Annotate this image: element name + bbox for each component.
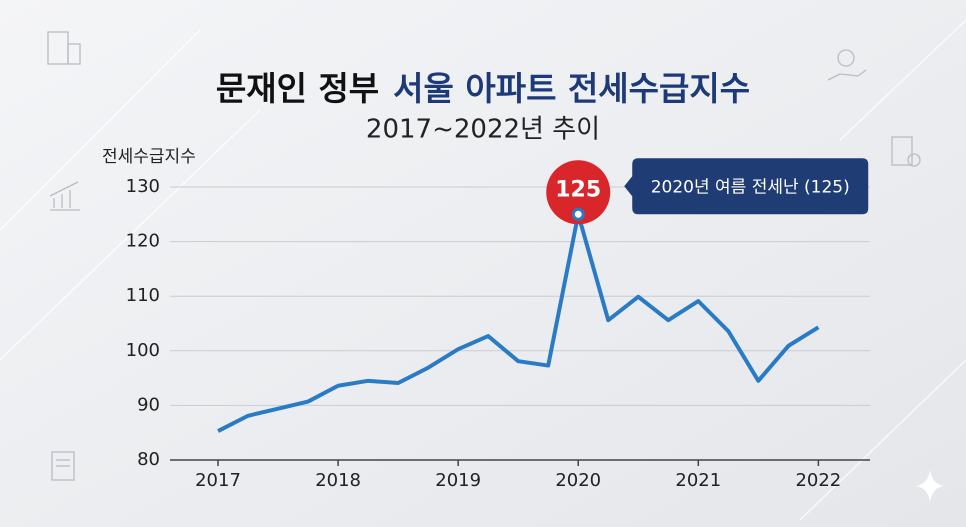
decor-lines xyxy=(0,19,966,521)
title-main: 서울 아파트 전세수급지수 xyxy=(393,69,750,108)
x-tick-label: 2021 xyxy=(675,470,721,491)
peak-point xyxy=(571,207,585,221)
y-tick-label: 120 xyxy=(126,231,160,252)
peak-label: 125 xyxy=(555,177,601,202)
y-tick-label: 90 xyxy=(137,394,160,415)
x-tick-label: 2022 xyxy=(795,470,841,491)
title-lead: 문재인 정부 xyxy=(216,69,379,108)
x-tick-label: 2019 xyxy=(435,470,481,491)
chart-title: 문재인 정부 서울 아파트 전세수급지수 xyxy=(216,69,750,108)
decor-icons xyxy=(47,31,921,481)
x-tick-label: 2020 xyxy=(555,470,601,491)
x-tick-label: 2017 xyxy=(195,470,241,491)
peak-bubble xyxy=(546,160,611,225)
decor-star xyxy=(916,470,944,502)
data-line xyxy=(217,212,820,433)
annotation-box xyxy=(624,158,869,215)
annotation: 2020년 여름 전세난 (125) xyxy=(624,158,869,215)
annotation-text: 2020년 여름 전세난 (125) xyxy=(651,177,850,197)
y-tick-label: 110 xyxy=(126,285,160,306)
chart-subtitle: 2017~2022년 추이 xyxy=(366,115,600,145)
y-tick-label: 130 xyxy=(126,176,160,197)
x-tick-label: 2018 xyxy=(315,470,361,491)
y-tick-label: 100 xyxy=(126,340,160,361)
y-axis-label: 전세수급지수 xyxy=(102,147,196,167)
y-tick-label: 80 xyxy=(137,449,160,470)
